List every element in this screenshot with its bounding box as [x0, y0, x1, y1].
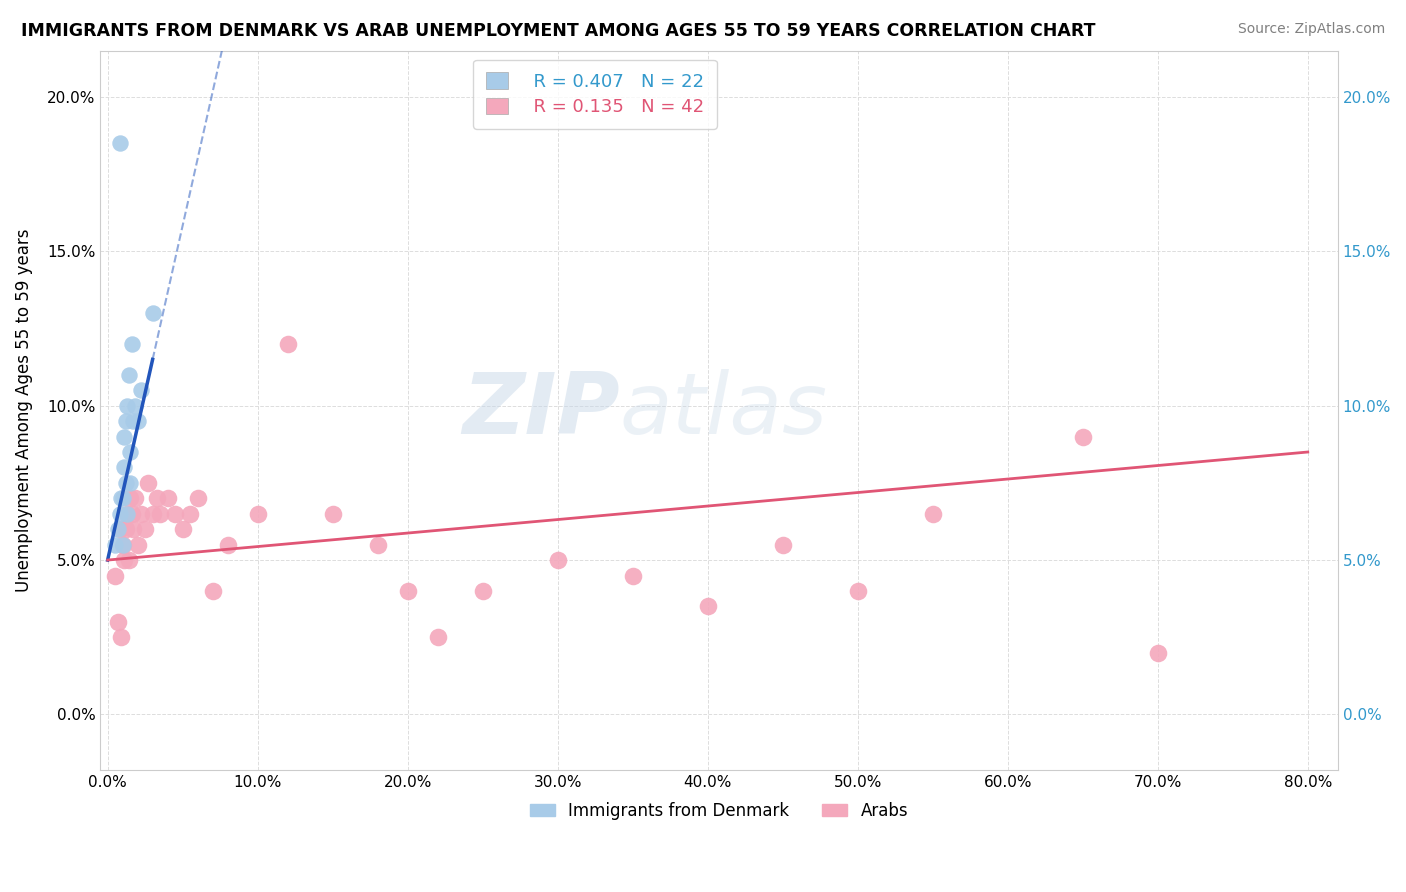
Point [107, 615, 129, 629]
Point [149, 507, 172, 521]
Point [108, 522, 131, 536]
Point [115, 507, 138, 521]
Point [115, 507, 138, 521]
Point [134, 522, 156, 536]
Point [110, 491, 132, 506]
Point [115, 399, 138, 413]
Point [129, 507, 152, 521]
Point [120, 491, 142, 506]
Point [112, 429, 135, 443]
Point [121, 337, 143, 351]
Point [127, 414, 149, 428]
Point [120, 445, 142, 459]
Point [547, 553, 569, 567]
Point [124, 399, 146, 413]
Point [110, 630, 132, 644]
Text: Source: ZipAtlas.com: Source: ZipAtlas.com [1237, 22, 1385, 37]
Point [322, 507, 344, 521]
Point [104, 538, 127, 552]
Point [277, 337, 299, 351]
Point [201, 583, 224, 598]
Point [108, 507, 131, 521]
Point [142, 306, 165, 320]
Point [114, 522, 136, 536]
Point [112, 553, 135, 567]
Text: IMMIGRANTS FROM DENMARK VS ARAB UNEMPLOYMENT AMONG AGES 55 TO 59 YEARS CORRELATI: IMMIGRANTS FROM DENMARK VS ARAB UNEMPLOY… [21, 22, 1095, 40]
Text: ZIP: ZIP [463, 368, 620, 452]
Point [772, 538, 794, 552]
Point [921, 507, 943, 521]
Point [111, 538, 134, 552]
Point [621, 568, 644, 582]
Text: atlas: atlas [620, 368, 828, 452]
Point [846, 583, 869, 598]
Point [117, 368, 139, 382]
Point [136, 475, 159, 490]
Point [104, 568, 127, 582]
Point [471, 583, 494, 598]
Point [129, 384, 152, 398]
Point [107, 522, 129, 536]
Point [367, 538, 389, 552]
Point [122, 414, 145, 428]
Point [108, 136, 131, 151]
Legend: Immigrants from Denmark, Arabs: Immigrants from Denmark, Arabs [523, 795, 915, 826]
Point [122, 522, 145, 536]
Y-axis label: Unemployment Among Ages 55 to 59 years: Unemployment Among Ages 55 to 59 years [15, 228, 32, 592]
Point [121, 507, 143, 521]
Point [179, 507, 201, 521]
Point [114, 414, 136, 428]
Point [217, 538, 239, 552]
Point [165, 507, 187, 521]
Point [146, 491, 169, 506]
Point [124, 491, 146, 506]
Point [1146, 646, 1168, 660]
Point [172, 522, 194, 536]
Point [246, 507, 269, 521]
Point [120, 475, 142, 490]
Point [112, 460, 135, 475]
Point [114, 475, 136, 490]
Point [111, 491, 134, 506]
Point [142, 507, 165, 521]
Point [127, 538, 149, 552]
Point [117, 553, 139, 567]
Point [187, 491, 209, 506]
Point [426, 630, 449, 644]
Point [111, 538, 134, 552]
Point [696, 599, 718, 614]
Point [1071, 429, 1094, 443]
Point [156, 491, 179, 506]
Point [396, 583, 419, 598]
